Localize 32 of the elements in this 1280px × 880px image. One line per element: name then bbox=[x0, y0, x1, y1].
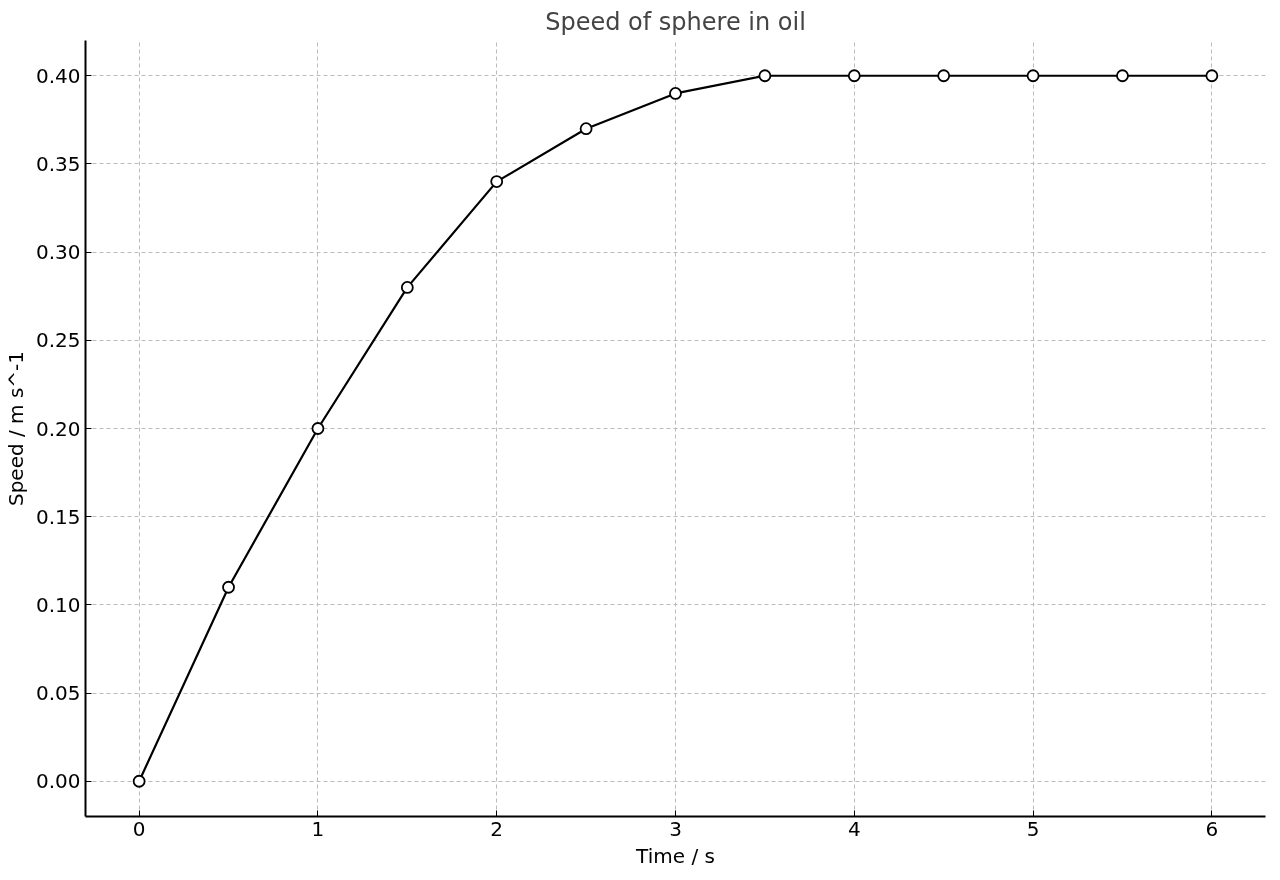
x-axis-title: Time / s bbox=[635, 843, 715, 868]
y-tick-label: 0.15 bbox=[35, 504, 81, 529]
point bbox=[669, 87, 682, 100]
point bbox=[579, 122, 593, 136]
x-tick-label: 4 bbox=[847, 816, 861, 841]
y-axis-title: Speed / m s^-1 bbox=[3, 350, 28, 507]
point bbox=[400, 281, 414, 294]
y-tick-label: 0.25 bbox=[35, 328, 81, 353]
x-tick-label: 5 bbox=[1026, 816, 1040, 841]
x-tick-label: 6 bbox=[1205, 816, 1219, 841]
point bbox=[132, 774, 146, 788]
point bbox=[490, 175, 504, 188]
y-tick-label: 0.30 bbox=[35, 240, 81, 265]
point bbox=[1205, 69, 1219, 83]
y-tick-label: 0.35 bbox=[35, 151, 81, 176]
point bbox=[311, 422, 325, 435]
point bbox=[222, 580, 235, 594]
y-tick-label: 0.40 bbox=[35, 63, 81, 88]
x-tick-label: 3 bbox=[669, 816, 682, 841]
chart-title: Speed of sphere in oil bbox=[545, 7, 806, 36]
y-tick-label: 0.00 bbox=[35, 769, 81, 794]
x-tick-label: 2 bbox=[490, 816, 504, 841]
point bbox=[1116, 69, 1129, 83]
point bbox=[1026, 69, 1040, 83]
point bbox=[758, 69, 772, 83]
x-tick-label: 1 bbox=[311, 816, 325, 841]
y-tick-label: 0.10 bbox=[35, 592, 81, 617]
y-tick-label: 0.05 bbox=[35, 681, 81, 706]
x-tick-label: 0 bbox=[132, 816, 146, 841]
point bbox=[847, 69, 861, 83]
point bbox=[937, 69, 951, 83]
y-tick-label: 0.20 bbox=[35, 416, 81, 441]
